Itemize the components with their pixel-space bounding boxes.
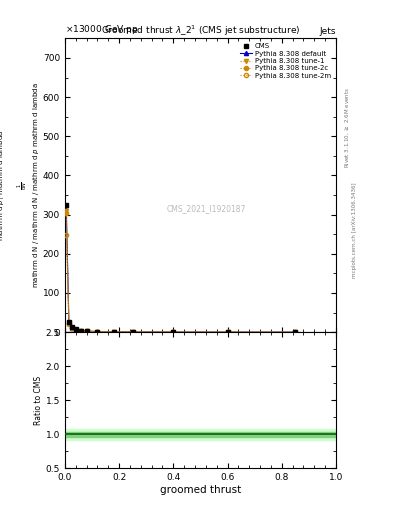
Pythia 8.308 tune-1: [171, 329, 176, 335]
CMS: [73, 326, 78, 332]
Pythia 8.308 tune-2c: [79, 328, 83, 334]
Pythia 8.308 default: [95, 329, 100, 335]
Pythia 8.308 default: [225, 329, 230, 335]
Text: Rivet 3.1.10, $\geq$ 2.6M events: Rivet 3.1.10, $\geq$ 2.6M events: [344, 88, 351, 168]
Text: mcplots.cern.ch [arXiv:1306.3436]: mcplots.cern.ch [arXiv:1306.3436]: [352, 183, 357, 278]
CMS: [111, 329, 116, 335]
Line: Pythia 8.308 tune-2c: Pythia 8.308 tune-2c: [64, 210, 298, 334]
Pythia 8.308 tune-2c: [69, 325, 74, 331]
CMS: [225, 329, 230, 335]
CMS: [95, 329, 100, 335]
Y-axis label: Ratio to CMS: Ratio to CMS: [34, 376, 43, 425]
Pythia 8.308 default: [69, 325, 74, 331]
Pythia 8.308 tune-2m: [84, 328, 89, 334]
Pythia 8.308 tune-2m: [111, 329, 116, 335]
Pythia 8.308 tune-1: [225, 329, 230, 335]
CMS: [293, 329, 298, 335]
Legend: CMS, Pythia 8.308 default, Pythia 8.308 tune-1, Pythia 8.308 tune-2c, Pythia 8.3: CMS, Pythia 8.308 default, Pythia 8.308 …: [239, 42, 332, 80]
Pythia 8.308 tune-2m: [293, 329, 298, 335]
CMS: [79, 328, 83, 334]
Pythia 8.308 tune-1: [79, 328, 83, 334]
Pythia 8.308 tune-2c: [130, 329, 135, 335]
Text: $\times$13000 GeV pp: $\times$13000 GeV pp: [65, 23, 138, 36]
Pythia 8.308 default: [130, 329, 135, 335]
Pythia 8.308 tune-1: [130, 329, 135, 335]
Pythia 8.308 tune-2m: [64, 232, 68, 238]
Pythia 8.308 tune-2c: [171, 329, 176, 335]
Pythia 8.308 tune-1: [73, 327, 78, 333]
Pythia 8.308 default: [171, 329, 176, 335]
CMS: [69, 324, 74, 330]
Pythia 8.308 tune-2m: [69, 325, 74, 331]
CMS: [84, 328, 89, 334]
Pythia 8.308 tune-2c: [225, 329, 230, 335]
CMS: [66, 319, 71, 326]
Pythia 8.308 tune-2m: [79, 328, 83, 334]
Pythia 8.308 tune-2m: [95, 329, 100, 335]
Pythia 8.308 tune-1: [111, 329, 116, 335]
Line: Pythia 8.308 tune-2m: Pythia 8.308 tune-2m: [64, 233, 298, 334]
Pythia 8.308 tune-1: [66, 320, 71, 326]
Pythia 8.308 tune-2m: [130, 329, 135, 335]
CMS: [171, 329, 176, 335]
Text: CMS_2021_I1920187: CMS_2021_I1920187: [166, 204, 246, 214]
Pythia 8.308 tune-2c: [293, 329, 298, 335]
Pythia 8.308 default: [111, 329, 116, 335]
Pythia 8.308 tune-1: [95, 329, 100, 335]
Pythia 8.308 tune-2c: [111, 329, 116, 335]
Pythia 8.308 default: [79, 328, 83, 334]
Pythia 8.308 default: [64, 202, 68, 208]
CMS: [130, 329, 135, 335]
Pythia 8.308 default: [84, 328, 89, 334]
Pythia 8.308 default: [293, 329, 298, 335]
Pythia 8.308 default: [73, 326, 78, 332]
Pythia 8.308 tune-2m: [171, 329, 176, 335]
Pythia 8.308 tune-2m: [66, 321, 71, 327]
Line: Pythia 8.308 default: Pythia 8.308 default: [64, 203, 298, 334]
Pythia 8.308 tune-2m: [73, 327, 78, 333]
Pythia 8.308 tune-1: [84, 328, 89, 334]
Title: Groomed thrust $\lambda\_2^1$ (CMS jet substructure): Groomed thrust $\lambda\_2^1$ (CMS jet s…: [101, 24, 300, 38]
Pythia 8.308 tune-2c: [66, 321, 71, 327]
Pythia 8.308 tune-1: [69, 325, 74, 331]
Pythia 8.308 default: [66, 319, 71, 326]
Pythia 8.308 tune-2c: [64, 209, 68, 216]
CMS: [64, 202, 68, 208]
Line: CMS: CMS: [64, 203, 298, 334]
Pythia 8.308 tune-1: [64, 208, 68, 214]
Pythia 8.308 tune-2c: [73, 327, 78, 333]
Pythia 8.308 tune-2c: [95, 329, 100, 335]
Y-axis label: mathrm d$^2$N
mathrm d $p_\mathrm{T}$ mathrm d lambda

$\frac{1}{\mathrm{d}N}$
m: mathrm d$^2$N mathrm d $p_\mathrm{T}$ ma…: [0, 82, 41, 288]
Pythia 8.308 tune-1: [293, 329, 298, 335]
Pythia 8.308 tune-2m: [225, 329, 230, 335]
Pythia 8.308 tune-2c: [84, 328, 89, 334]
X-axis label: groomed thrust: groomed thrust: [160, 485, 241, 495]
Text: Jets: Jets: [320, 27, 336, 36]
Line: Pythia 8.308 tune-1: Pythia 8.308 tune-1: [64, 208, 298, 334]
